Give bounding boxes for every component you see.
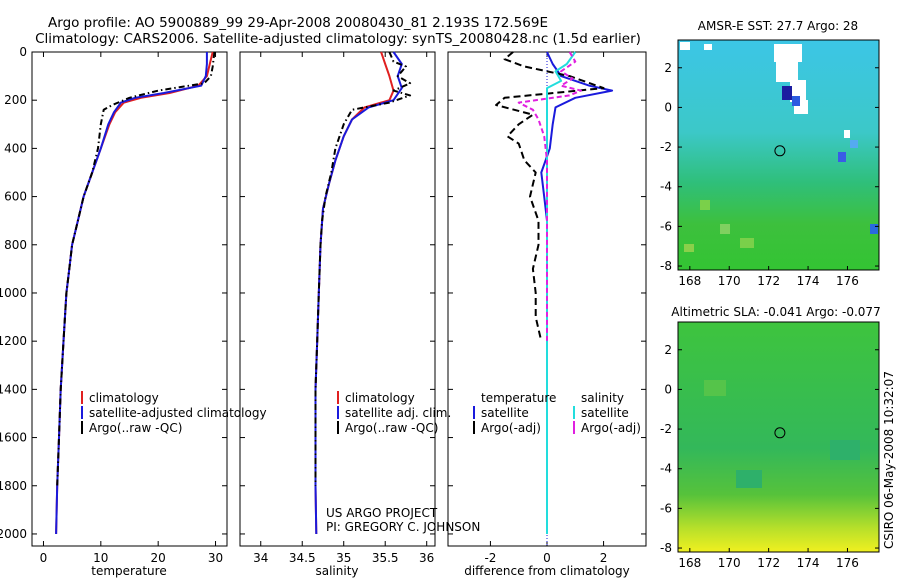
map-y-tick-label: -4: [660, 180, 672, 194]
x-tick-label: 36: [419, 551, 434, 565]
series-argo-raw-qc: [314, 51, 412, 486]
sst-map-title: AMSR-E SST: 27.7 Argo: 28: [698, 19, 858, 33]
temperature-legend: climatology satellite-adjusted climatolo…: [81, 391, 267, 435]
y-tick-label: 200: [4, 93, 27, 107]
legend-salinity-title: salinity: [581, 391, 624, 405]
sla-map-xticks: 168 170 172 174 176: [678, 548, 859, 570]
map-x-tick-label: 172: [757, 556, 780, 570]
x-tick-label: 0: [543, 551, 551, 565]
temperature-xlabel: temperature: [91, 564, 166, 578]
y-tick-label: 1800: [0, 479, 27, 493]
difference-legend: temperature satellite Argo(-adj) salinit…: [473, 391, 641, 435]
map-x-tick-label: 168: [678, 556, 701, 570]
x-tick-label: 34: [253, 551, 268, 565]
y-tick-label: 400: [4, 141, 27, 155]
series-temperature-satellite: [540, 51, 614, 534]
series-argo-raw-qc: [56, 51, 216, 486]
sla-argo-marker: [774, 427, 786, 439]
map-y-tick-label: -8: [660, 259, 672, 273]
x-tick-label: -2: [484, 551, 496, 565]
legend-temp-argo: Argo(-adj): [481, 421, 541, 435]
csiro-timestamp: CSIRO 06-May-2008 10:32:07: [882, 371, 896, 549]
x-tick-label: 34.5: [289, 551, 316, 565]
series-satellite-adj-clim: [314, 51, 403, 535]
y-tick-label: 600: [4, 190, 27, 204]
sla-map-frame: [677, 321, 880, 553]
map-x-tick-label: 168: [678, 274, 701, 288]
sla-map: Altimetric SLA: -0.041 Argo: -0.077 168 1…: [660, 305, 881, 570]
map-y-tick-label: -2: [660, 140, 672, 154]
salinity-panel: [239, 51, 436, 547]
x-tick-label: 35: [336, 551, 351, 565]
salinity-legend: climatology satellite adj. clim. Argo(..…: [337, 391, 451, 435]
legend-argo-raw: Argo(..raw -QC): [345, 421, 438, 435]
y-tick-label: 1000: [0, 286, 27, 300]
map-y-tick-label: 0: [664, 382, 672, 396]
sst-map-xticks: 168 170 172 174 176: [678, 266, 859, 288]
map-x-tick-label: 174: [797, 274, 820, 288]
legend-climatology: climatology: [345, 391, 415, 405]
map-x-tick-label: 170: [718, 274, 741, 288]
sst-map: AMSR-E SST: 27.7 Argo: 28 168 170 172 174 17…: [660, 19, 880, 288]
sla-map-yticks: 2 0 -2 -4 -6 -8: [660, 343, 879, 555]
salinity-xlabel: salinity: [315, 564, 358, 578]
sla-map-patches: [704, 380, 860, 488]
sla-map-field: [678, 322, 879, 552]
x-tick-label: 0: [40, 551, 48, 565]
y-tick-label: 1400: [0, 382, 27, 396]
sst-argo-marker: [774, 145, 786, 157]
y-tick-label: 800: [4, 238, 27, 252]
map-x-tick-label: 174: [797, 556, 820, 570]
series-climatology: [314, 51, 395, 535]
salinity-chart: 34 34.5 35 35.5 36: [240, 51, 435, 565]
sla-map-title: Altimetric SLA: -0.041 Argo: -0.077: [671, 305, 880, 319]
series-climatology: [55, 51, 214, 535]
y-tick-label: 1200: [0, 334, 27, 348]
x-tick-label: 20: [151, 551, 166, 565]
map-y-tick-label: -2: [660, 422, 672, 436]
map-x-tick-label: 172: [757, 274, 780, 288]
map-x-tick-label: 176: [836, 556, 859, 570]
map-y-tick-label: -6: [660, 219, 672, 233]
pi-label: PI: GREGORY C. JOHNSON: [326, 520, 480, 534]
legend-satellite-adj-clim: satellite adj. clim.: [345, 406, 451, 420]
x-tick-label: 35.5: [372, 551, 399, 565]
temperature-panel: [31, 51, 228, 547]
map-x-tick-label: 176: [836, 274, 859, 288]
map-y-tick-label: -4: [660, 462, 672, 476]
difference-chart: -2 0 2: [448, 51, 646, 565]
y-tick-label: 2000: [0, 527, 27, 541]
difference-xlabel: difference from climatology: [464, 564, 630, 578]
series-temperature-argo-adj: [495, 51, 605, 342]
map-y-tick-label: 0: [664, 100, 672, 114]
sst-map-yticks: 2 0 -2 -4 -6 -8: [660, 61, 879, 273]
figure-title-line1: Argo profile: AO 5900889_99 29-Apr-2008 …: [48, 15, 548, 31]
map-y-tick-label: 2: [664, 61, 672, 75]
x-tick-label: 2: [600, 551, 608, 565]
legend-sal-argo: Argo(-adj): [581, 421, 641, 435]
legend-temperature-title: temperature: [481, 391, 556, 405]
legend-satellite-adjusted: satellite-adjusted climatology: [89, 406, 267, 420]
legend-argo-raw: Argo(..raw -QC): [89, 421, 182, 435]
temperature-chart: 0 10 20 30 0 200 400 600 800 1000 1200 1400 1600 1800…: [0, 45, 227, 565]
project-label: US ARGO PROJECT: [326, 506, 438, 520]
figure-title-line2: Climatology: CARS2006. Satellite-adjuste…: [35, 31, 641, 47]
map-x-tick-label: 170: [718, 556, 741, 570]
legend-climatology: climatology: [89, 391, 159, 405]
y-tick-label: 0: [19, 45, 27, 59]
legend-temp-satellite: satellite: [481, 406, 529, 420]
legend-sal-satellite: satellite: [581, 406, 629, 420]
y-tick-label: 1600: [0, 431, 27, 445]
x-tick-label: 30: [208, 551, 223, 565]
sst-map-patches: [680, 42, 878, 252]
x-tick-label: 10: [93, 551, 108, 565]
series-salinity-argo-adj: [517, 51, 582, 342]
series-salinity-satellite: [546, 51, 577, 534]
map-y-tick-label: -6: [660, 501, 672, 515]
series-satellite-adjusted-climatology: [55, 52, 208, 535]
map-y-tick-label: -8: [660, 541, 672, 555]
sst-map-frame: [677, 39, 880, 271]
map-y-tick-label: 2: [664, 343, 672, 357]
